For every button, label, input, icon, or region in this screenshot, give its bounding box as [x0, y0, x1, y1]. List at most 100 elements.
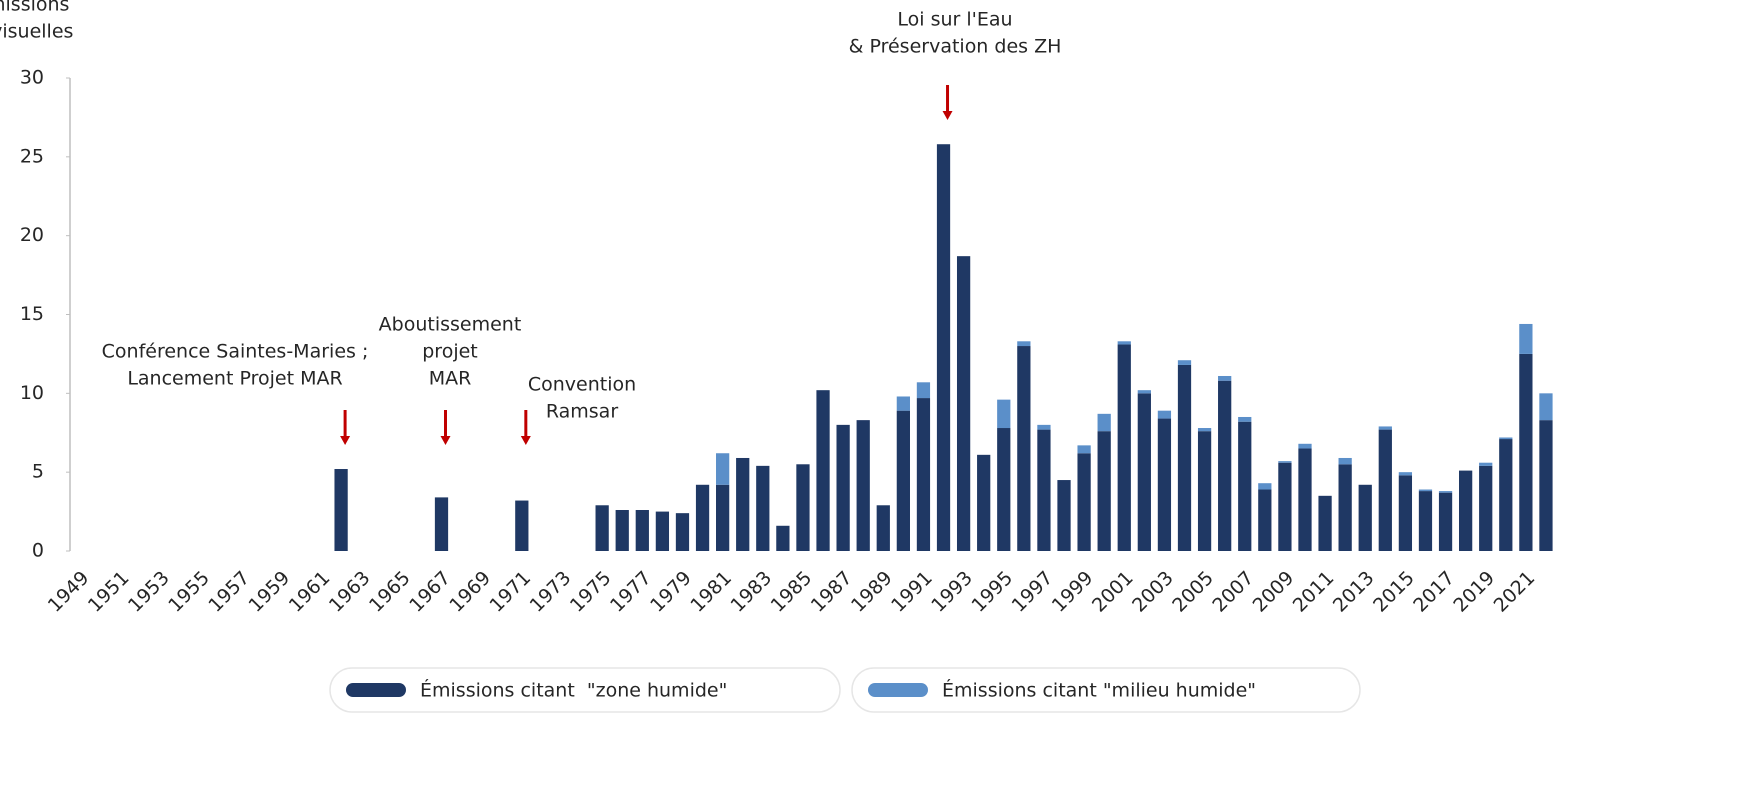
bar — [1278, 461, 1292, 463]
bar — [1177, 364, 1192, 551]
bar — [776, 525, 790, 551]
annotation: Conférence Saintes-Maries ; — [102, 341, 369, 363]
x-tick-label: 2019 — [1449, 567, 1499, 617]
bar — [736, 457, 750, 551]
y-tick-label: 30 — [20, 67, 44, 89]
annotation-arrowhead — [440, 436, 451, 445]
bar — [1358, 484, 1372, 551]
x-tick-label: 1971 — [485, 567, 535, 617]
x-tick-label: 1969 — [445, 567, 495, 617]
bar — [716, 484, 730, 551]
annotation: & Préservation des ZH — [849, 36, 1062, 58]
bar — [1258, 483, 1272, 490]
x-tick-label: 2013 — [1329, 567, 1379, 617]
bar — [956, 256, 971, 551]
bar — [896, 396, 910, 411]
bar — [1398, 475, 1413, 551]
annotation: MAR — [429, 368, 472, 390]
bar — [1097, 413, 1111, 432]
bar — [1037, 424, 1051, 430]
legend-swatch — [868, 683, 928, 697]
bar — [655, 511, 670, 551]
bar — [1318, 495, 1332, 551]
bar — [1378, 426, 1392, 430]
bar — [1539, 420, 1553, 551]
x-tick-label: 1977 — [606, 567, 656, 617]
y-axis-label: Émissions — [0, 0, 69, 16]
y-tick-label: 10 — [20, 382, 44, 404]
bar — [856, 420, 870, 551]
x-tick-label: 1965 — [365, 567, 415, 617]
bar — [1097, 431, 1111, 551]
bar — [1117, 341, 1131, 345]
bar — [1137, 393, 1151, 551]
bar — [796, 464, 810, 551]
annotation: projet — [422, 341, 478, 363]
bar — [1157, 410, 1172, 419]
bar — [1197, 431, 1212, 551]
x-tick-label: 1963 — [325, 567, 375, 617]
x-tick-label: 2009 — [1249, 567, 1299, 617]
bar — [695, 484, 710, 551]
bar — [1438, 492, 1453, 551]
x-tick-label: 1957 — [204, 567, 254, 617]
x-tick-label: 1991 — [887, 567, 937, 617]
bar — [595, 505, 609, 551]
x-tick-label: 2001 — [1088, 567, 1138, 617]
x-tick-label: 1959 — [245, 567, 295, 617]
y-tick-label: 20 — [20, 224, 44, 246]
x-tick-label: 1987 — [807, 567, 857, 617]
legend-label: Émissions citant "zone humide" — [420, 679, 727, 702]
bar — [1057, 480, 1071, 551]
bar — [1077, 445, 1091, 454]
x-tick-label: 1967 — [405, 567, 455, 617]
annotation: Aboutissement — [379, 314, 522, 336]
x-tick-label: 1979 — [646, 567, 696, 617]
bar — [675, 513, 690, 551]
x-tick-label: 1999 — [1048, 567, 1098, 617]
bar — [1338, 464, 1352, 551]
bar — [334, 469, 348, 551]
y-tick-label: 5 — [32, 461, 44, 483]
x-tick-label: 2005 — [1168, 567, 1218, 617]
annotation-arrowhead — [340, 436, 351, 445]
bar — [1177, 360, 1192, 365]
x-tick-label: 2017 — [1409, 567, 1459, 617]
x-tick-label: 1997 — [1008, 567, 1058, 617]
bar — [1418, 489, 1433, 492]
bar — [1278, 462, 1292, 551]
bar — [1298, 448, 1312, 551]
legend-box — [329, 667, 841, 713]
annotation-arrowhead — [520, 436, 531, 445]
bar — [1459, 470, 1473, 551]
x-tick-label: 2021 — [1490, 567, 1540, 617]
bar — [1479, 465, 1493, 551]
legend-swatch — [346, 683, 406, 697]
bar — [1137, 390, 1151, 394]
bar — [876, 505, 890, 551]
x-tick-label: 2015 — [1369, 567, 1419, 617]
bar — [896, 410, 910, 551]
y-tick-label: 15 — [20, 303, 44, 325]
bar — [1479, 462, 1493, 466]
bar — [756, 465, 770, 551]
bar — [1499, 439, 1513, 551]
bar — [1017, 341, 1031, 347]
bar — [936, 144, 951, 551]
bar — [1298, 443, 1312, 449]
annotation: Ramsar — [546, 401, 618, 423]
annotation: Loi sur l'Eau — [897, 9, 1012, 31]
bar — [997, 399, 1011, 429]
x-tick-label: 1973 — [526, 567, 576, 617]
bar — [1037, 429, 1051, 551]
legend-box — [851, 667, 1361, 713]
x-tick-label: 1983 — [726, 567, 776, 617]
x-tick-label: 2011 — [1289, 567, 1339, 617]
bar — [1117, 344, 1131, 551]
bar — [916, 398, 931, 551]
annotation: Lancement Projet MAR — [127, 368, 342, 390]
x-tick-label: 1985 — [767, 567, 817, 617]
annotation-arrowhead — [942, 111, 953, 120]
bar — [1017, 346, 1031, 551]
